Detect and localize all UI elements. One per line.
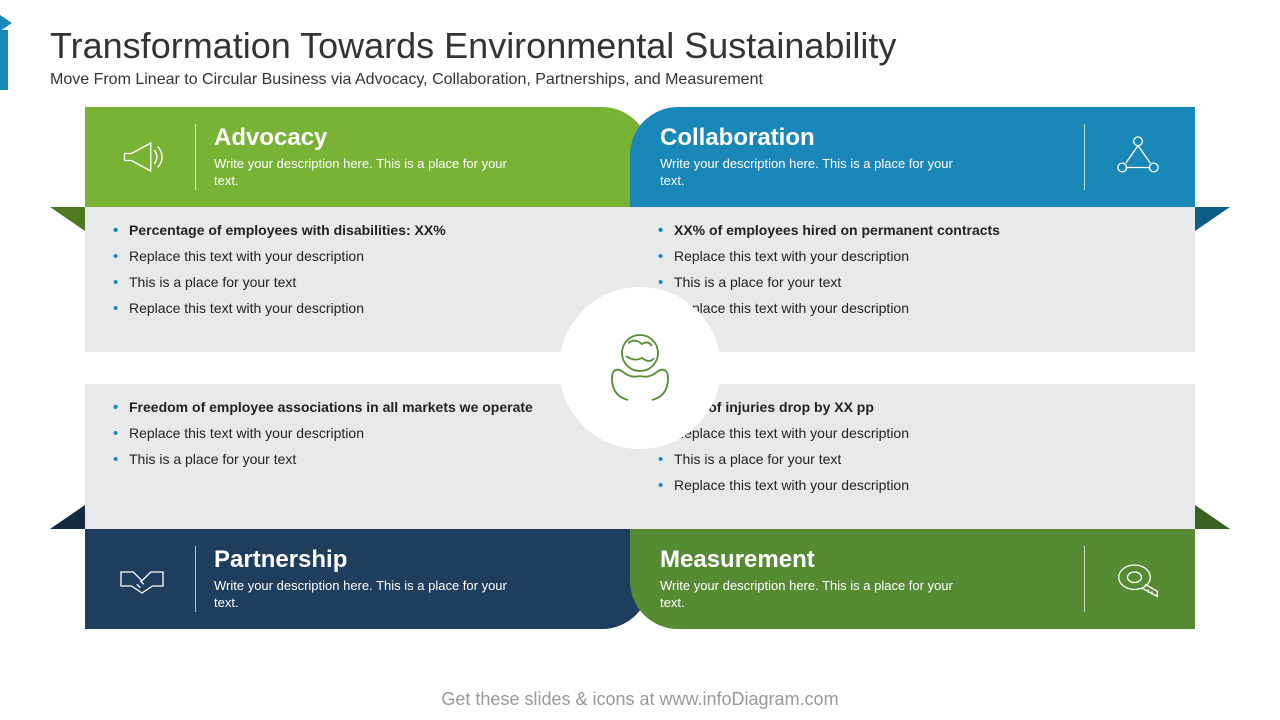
people-circle-icon (1103, 122, 1173, 192)
handshake-icon (107, 544, 177, 614)
bullet-item: Rate of injuries drop by XX pp (656, 398, 1169, 417)
bullet-item: Replace this text with your description (111, 247, 624, 266)
quad-advocacy: Advocacy Write your description here. Th… (85, 107, 650, 352)
collaboration-desc: Write your description here. This is a p… (660, 156, 960, 190)
partnership-desc: Write your description here. This is a p… (214, 578, 514, 612)
infographic-grid: Advocacy Write your description here. Th… (50, 107, 1230, 647)
collaboration-body: XX% of employees hired on permanent cont… (630, 207, 1195, 352)
measurement-body: Rate of injuries drop by XX pp Replace th… (630, 384, 1195, 529)
header-divider (1084, 546, 1085, 612)
bullet-item: This is a place for your text (111, 450, 624, 469)
page-subtitle: Move From Linear to Circular Business vi… (50, 71, 1230, 89)
bullet-item: Percentage of employees with disabilitie… (111, 221, 624, 240)
bullet-item: Replace this text with your description (111, 299, 624, 318)
measurement-bullets: Rate of injuries drop by XX pp Replace th… (656, 398, 1169, 495)
accent-bar (0, 30, 8, 90)
advocacy-header: Advocacy Write your description here. Th… (85, 107, 650, 207)
collaboration-header: Collaboration Write your description her… (630, 107, 1195, 207)
center-globe-hands-icon (565, 293, 715, 443)
tape-measure-icon (1103, 544, 1173, 614)
measurement-title: Measurement (660, 546, 1066, 574)
quad-partnership: Freedom of employee associations in all … (85, 384, 650, 629)
partnership-head-text: Partnership Write your description here.… (214, 546, 620, 612)
measurement-head-text: Measurement Write your description here.… (660, 546, 1066, 612)
partnership-header: Partnership Write your description here.… (85, 529, 650, 629)
partnership-body: Freedom of employee associations in all … (85, 384, 650, 529)
collaboration-title: Collaboration (660, 124, 1066, 152)
measurement-desc: Write your description here. This is a p… (660, 578, 960, 612)
advocacy-bullets: Percentage of employees with disabilitie… (111, 221, 624, 318)
megaphone-icon (107, 122, 177, 192)
header-divider (195, 124, 196, 190)
accent-arrow (0, 15, 12, 31)
bullet-item: This is a place for your text (111, 273, 624, 292)
fold-decoration (50, 207, 85, 231)
quad-measurement: Rate of injuries drop by XX pp Replace th… (630, 384, 1195, 629)
partnership-bullets: Freedom of employee associations in all … (111, 398, 624, 469)
bullet-item: This is a place for your text (656, 450, 1169, 469)
collaboration-head-text: Collaboration Write your description her… (660, 124, 1066, 190)
collaboration-bullets: XX% of employees hired on permanent cont… (656, 221, 1169, 318)
fold-decoration (1195, 505, 1230, 529)
bullet-item: Freedom of employee associations in all … (111, 398, 624, 417)
bullet-item: Replace this text with your description (656, 476, 1169, 495)
fold-decoration (50, 505, 85, 529)
partnership-title: Partnership (214, 546, 620, 574)
advocacy-head-text: Advocacy Write your description here. Th… (214, 124, 620, 190)
advocacy-title: Advocacy (214, 124, 620, 152)
advocacy-desc: Write your description here. This is a p… (214, 156, 514, 190)
slide: Transformation Towards Environmental Sus… (0, 0, 1280, 720)
header-divider (195, 546, 196, 612)
fold-decoration (1195, 207, 1230, 231)
measurement-header: Measurement Write your description here.… (630, 529, 1195, 629)
page-title: Transformation Towards Environmental Sus… (50, 25, 1230, 67)
advocacy-body: Percentage of employees with disabilitie… (85, 207, 650, 352)
footer-text: Get these slides & icons at www.infoDiag… (0, 689, 1280, 710)
bullet-item: XX% of employees hired on permanent cont… (656, 221, 1169, 240)
quad-collaboration: Collaboration Write your description her… (630, 107, 1195, 352)
bullet-item: Replace this text with your description (656, 424, 1169, 443)
bullet-item: This is a place for your text (656, 273, 1169, 292)
bullet-item: Replace this text with your description (656, 247, 1169, 266)
header-divider (1084, 124, 1085, 190)
bullet-item: Replace this text with your description (111, 424, 624, 443)
bullet-item: Replace this text with your description (656, 299, 1169, 318)
